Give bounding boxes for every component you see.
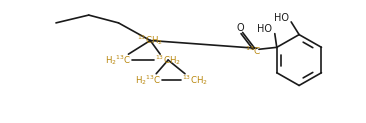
Text: $^{13}$CH$_2$: $^{13}$CH$_2$ xyxy=(182,73,208,87)
Text: $^{13}$C: $^{13}$C xyxy=(245,45,261,57)
Text: H$_2$$^{13}$C: H$_2$$^{13}$C xyxy=(135,73,161,87)
Text: $^{13}$CH$_2$: $^{13}$CH$_2$ xyxy=(137,34,163,47)
Text: O: O xyxy=(236,23,244,33)
Text: HO: HO xyxy=(257,24,272,34)
Text: $^{13}$CH$_2$: $^{13}$CH$_2$ xyxy=(155,53,181,67)
Text: HO: HO xyxy=(274,13,289,23)
Text: H$_2$$^{13}$C: H$_2$$^{13}$C xyxy=(105,53,132,67)
